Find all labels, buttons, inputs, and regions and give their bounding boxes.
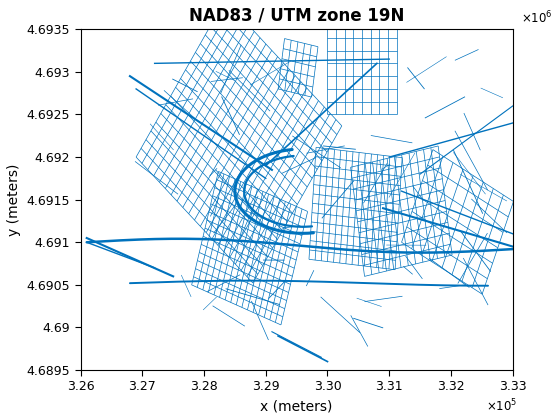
Y-axis label: y (meters): y (meters) (7, 163, 21, 236)
Text: $\times10^5$: $\times10^5$ (486, 397, 517, 414)
Title: NAD83 / UTM zone 19N: NAD83 / UTM zone 19N (189, 7, 404, 25)
Text: $\times10^6$: $\times10^6$ (521, 9, 553, 26)
X-axis label: x (meters): x (meters) (260, 399, 333, 413)
